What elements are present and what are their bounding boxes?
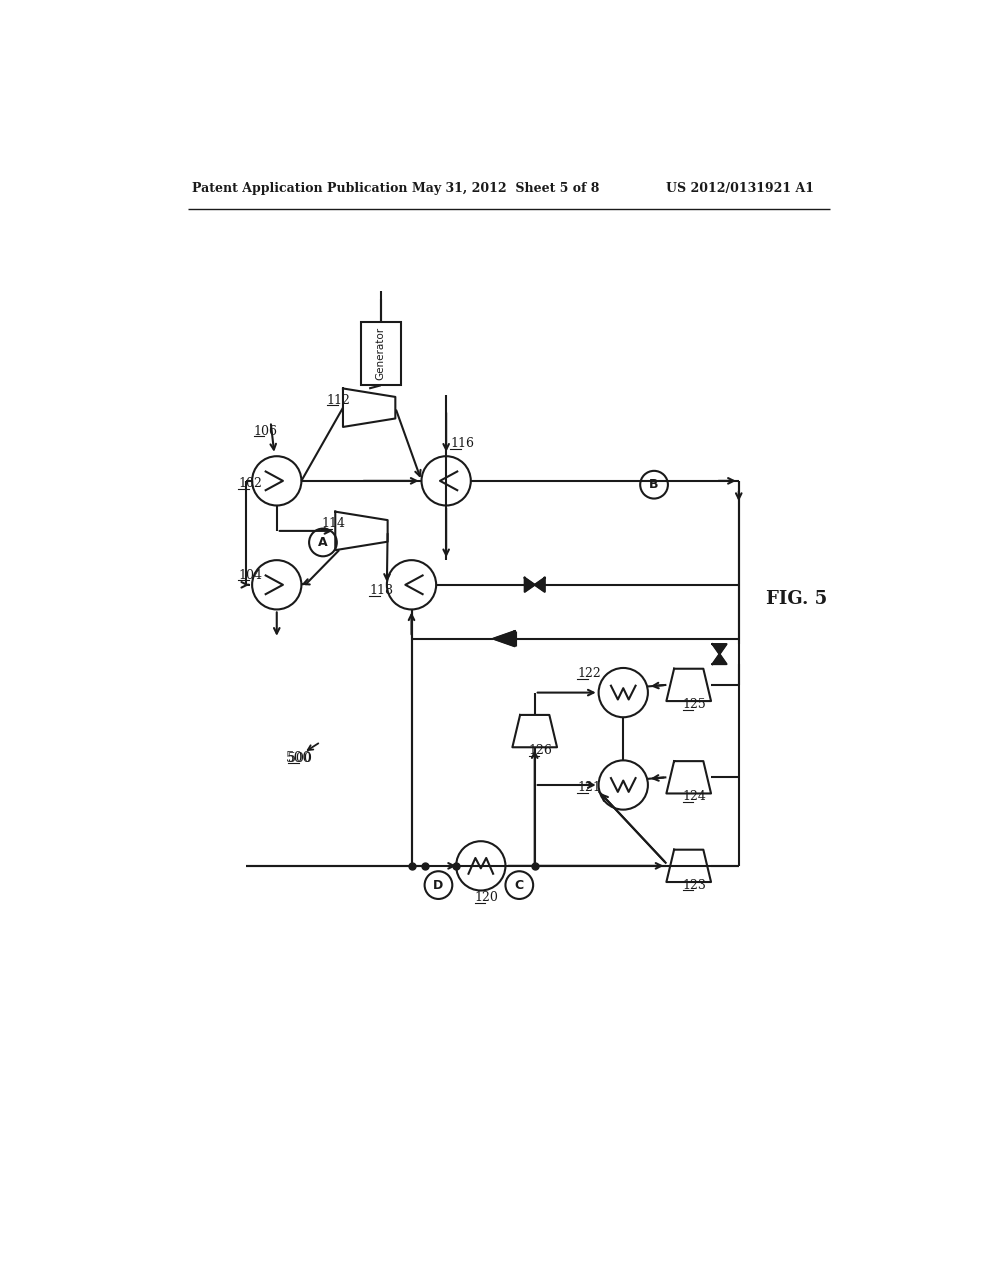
Text: 500: 500 xyxy=(286,751,312,765)
Text: 102: 102 xyxy=(238,477,262,490)
Text: C: C xyxy=(514,878,524,892)
Text: B: B xyxy=(649,479,658,492)
Text: FIG. 5: FIG. 5 xyxy=(766,590,827,608)
Text: 118: 118 xyxy=(369,584,393,596)
Bar xyxy=(360,323,401,385)
Polygon shape xyxy=(524,577,534,591)
Text: A: A xyxy=(318,536,328,549)
Text: 116: 116 xyxy=(450,436,474,451)
Polygon shape xyxy=(494,631,514,646)
Text: 123: 123 xyxy=(682,879,706,892)
Text: 500: 500 xyxy=(288,751,312,765)
Text: 121: 121 xyxy=(577,781,601,794)
Text: 124: 124 xyxy=(682,790,706,804)
Text: 104: 104 xyxy=(238,568,262,581)
Text: 106: 106 xyxy=(253,425,278,438)
Polygon shape xyxy=(713,654,727,664)
Text: Patent Application Publication: Patent Application Publication xyxy=(192,182,407,195)
Text: US 2012/0131921 A1: US 2012/0131921 A1 xyxy=(665,182,813,195)
Text: 114: 114 xyxy=(322,517,346,530)
Text: 120: 120 xyxy=(475,891,498,904)
Polygon shape xyxy=(534,577,545,591)
Text: 126: 126 xyxy=(528,744,552,758)
Text: May 31, 2012  Sheet 5 of 8: May 31, 2012 Sheet 5 of 8 xyxy=(411,182,599,195)
Text: 112: 112 xyxy=(327,394,351,407)
Polygon shape xyxy=(713,644,727,654)
Text: Generator: Generator xyxy=(375,328,385,380)
Text: 122: 122 xyxy=(577,667,601,680)
Text: D: D xyxy=(433,878,444,892)
Text: 125: 125 xyxy=(682,698,706,710)
